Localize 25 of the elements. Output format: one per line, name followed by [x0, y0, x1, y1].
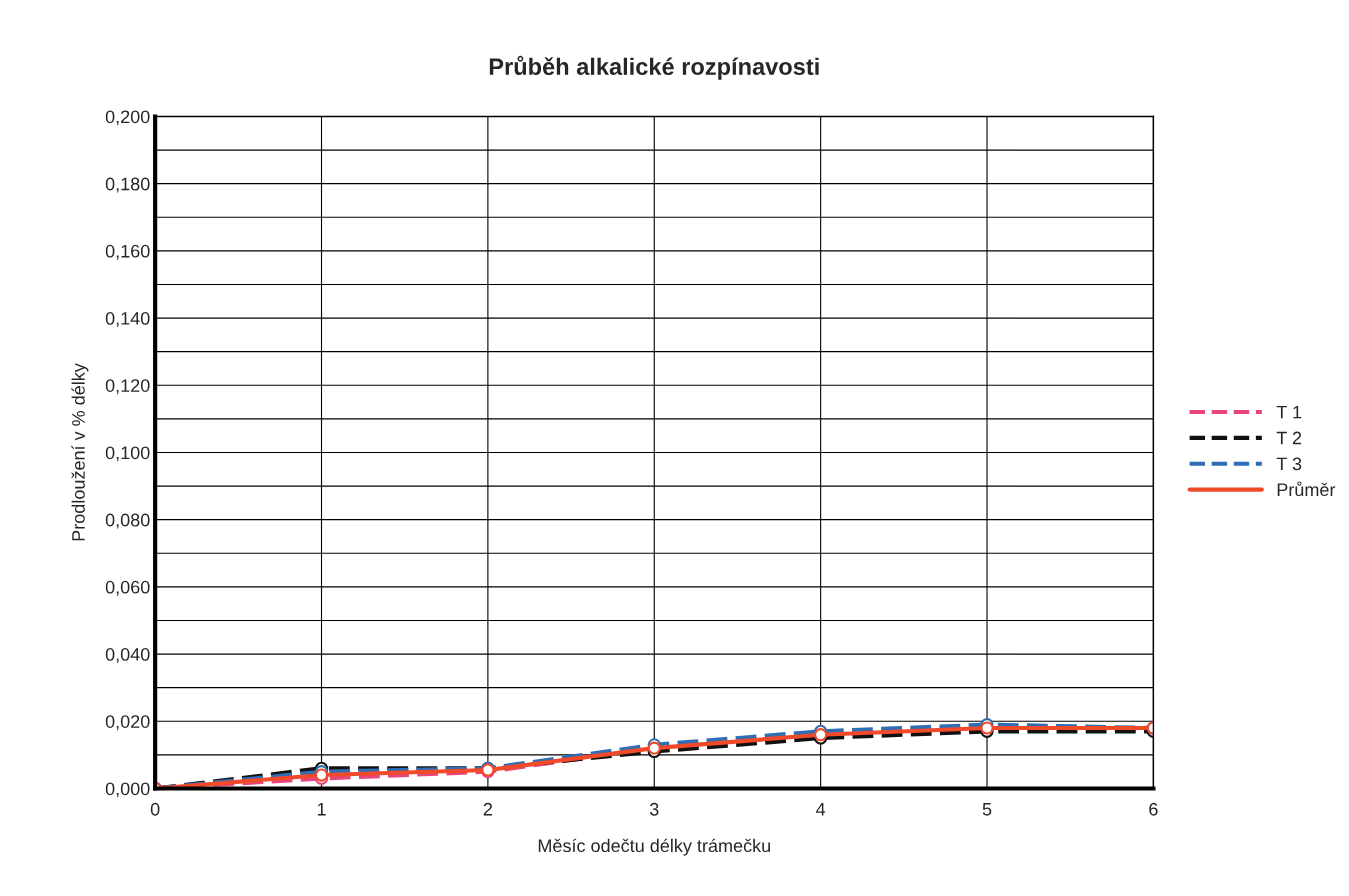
x-tick-label: 3 [649, 802, 659, 816]
legend-label: T 2 [1276, 431, 1302, 445]
y-axis-title: Prodloužení v % délky [71, 363, 89, 541]
legend-label: T 3 [1276, 457, 1302, 471]
y-tick-label: 0,060 [105, 580, 150, 596]
y-tick-label: 0,000 [105, 782, 150, 798]
x-tick-label: 0 [150, 802, 160, 816]
x-tick-label: 4 [816, 803, 826, 816]
chart-title: Průběh alkalické rozpínavosti [489, 55, 819, 80]
x-tick-label: 1 [317, 803, 326, 816]
y-tick-label: 0,040 [105, 648, 150, 663]
y-tick-label: 0,200 [105, 110, 150, 126]
x-tick-label: 5 [982, 803, 992, 816]
y-tick-label: 0,100 [105, 446, 150, 462]
legend-label: Průměr [1277, 481, 1336, 497]
x-tick-label: 2 [483, 802, 492, 816]
y-tick-label: 0,180 [105, 177, 150, 193]
y-tick-label: 0,140 [105, 312, 150, 327]
y-tick-label: 0,120 [105, 379, 150, 395]
y-tick-label: 0,160 [105, 244, 150, 260]
y-tick-label: 0,020 [105, 715, 150, 731]
y-tick-label: 0,080 [105, 513, 150, 529]
legend-label: T 1 [1276, 405, 1302, 419]
x-tick-label: 6 [1149, 802, 1158, 816]
x-axis-title: Měsíc odečtu délky trámečku [538, 838, 770, 856]
